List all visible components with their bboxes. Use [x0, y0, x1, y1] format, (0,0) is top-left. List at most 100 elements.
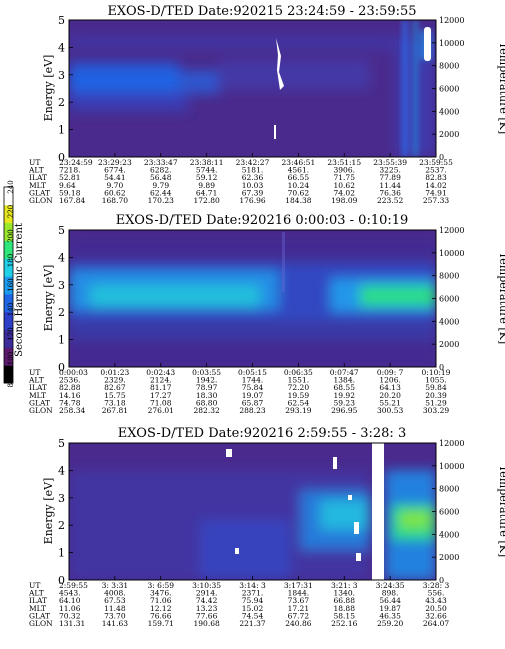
param-value: 300.53: [377, 406, 403, 415]
panel-3-gap-mark: [354, 522, 359, 534]
param-value: 59.23: [334, 398, 356, 407]
param-value: 264.07: [423, 619, 449, 628]
param-value: 223.52: [377, 196, 403, 205]
panel-1-heatmap: [69, 20, 436, 157]
param-value: 0:06:35: [284, 368, 313, 377]
param-value: 55.21: [379, 398, 400, 407]
param-value: 20.20: [379, 391, 401, 400]
y2-tick-label: 2000: [439, 130, 459, 139]
param-value: 71.06: [150, 596, 172, 605]
colorbar-swatch: [4, 347, 13, 366]
param-value: 7218.: [59, 166, 80, 175]
param-value: 267.81: [102, 406, 128, 415]
param-value: 1206.: [379, 376, 400, 385]
param-value: 68.55: [334, 383, 356, 392]
param-value: 141.63: [102, 619, 128, 628]
param-value: 66.55: [288, 173, 310, 182]
param-value: 78.97: [196, 383, 218, 392]
param-value: 20.50: [425, 604, 447, 613]
colorbar-swatch: [4, 365, 13, 384]
panel-1: EXOS-D/TED Date:920215 23:24:59 - 23:59:…: [28, 4, 505, 205]
param-value: 9.89: [198, 181, 215, 190]
param-value: 76.66: [150, 611, 172, 620]
param-value: 9.64: [59, 181, 76, 190]
y2-tick-label: 10000: [439, 462, 464, 471]
param-value: 81.17: [150, 383, 172, 392]
panel-3: EXOS-D/TED Date:920216 2:59:55 - 3:28: 3…: [28, 426, 505, 628]
param-row-label: GLAT: [29, 188, 50, 197]
param-value: 172.80: [194, 196, 220, 205]
param-value: 0:05:15: [238, 368, 267, 377]
param-row-label: ILAT: [29, 596, 47, 605]
param-value: 72.20: [288, 383, 310, 392]
y-tick-label: 1: [58, 547, 65, 560]
param-value: 3:28: 3: [423, 581, 450, 590]
colorbar-tick-label: 120: [7, 327, 15, 340]
param-value: 14.16: [59, 391, 81, 400]
param-row-label: UT: [29, 158, 40, 167]
y2-tick-label: 8000: [439, 62, 459, 71]
panel-3-gap-mark: [348, 495, 352, 500]
y-tick-label: 1: [58, 334, 65, 347]
panel-1-title: EXOS-D/TED Date:920215 23:24:59 - 23:59:…: [107, 4, 416, 19]
y2-tick-label: 12000: [439, 226, 464, 235]
y2-tick-label: 12000: [439, 16, 464, 25]
param-value: 1340.: [334, 589, 355, 598]
panel-1-gap-mark: [274, 125, 276, 139]
param-value: 296.95: [331, 406, 357, 415]
param-value: 221.37: [239, 619, 265, 628]
param-value: 1551.: [288, 376, 309, 385]
param-value: 73.70: [104, 611, 126, 620]
param-value: 65.87: [242, 398, 264, 407]
param-value: 0:07:47: [330, 368, 359, 377]
param-value: 240.86: [285, 619, 311, 628]
param-value: 77.89: [379, 173, 401, 182]
colorbar-swatch: [4, 187, 13, 206]
param-value: 23:46:51: [282, 158, 316, 167]
param-value: 3225.: [379, 166, 400, 175]
param-value: 4543.: [59, 589, 80, 598]
param-value: 56.48: [150, 173, 172, 182]
y-tick-label: 0: [58, 574, 65, 587]
param-value: 68.80: [196, 398, 218, 407]
param-value: 70.62: [288, 188, 310, 197]
param-value: 3: 3:31: [102, 581, 129, 590]
panel-3-gap-mark: [226, 449, 232, 457]
colorbar-swatch: [4, 311, 13, 331]
param-value: 3:10:35: [192, 581, 221, 590]
param-value: 190.68: [194, 619, 220, 628]
y2-tick-label: 4000: [439, 530, 459, 539]
param-value: 60.62: [104, 188, 126, 197]
param-value: 2914.: [196, 589, 217, 598]
param-value: 4561.: [288, 166, 309, 175]
param-value: 73.18: [104, 398, 126, 407]
colorbar-tick-label: 80: [7, 379, 15, 388]
param-value: 9.79: [152, 181, 169, 190]
panel-1-gap-mark: [424, 27, 431, 61]
param-value: 3476.: [150, 589, 171, 598]
param-value: 32.66: [425, 611, 447, 620]
param-value: 23:42:27: [236, 158, 270, 167]
param-value: 56.44: [379, 596, 401, 605]
y2-tick-label: 6000: [439, 508, 459, 517]
y-tick-label: 4: [58, 251, 65, 264]
y-tick-label: 3: [58, 69, 65, 82]
param-value: 74.91: [425, 188, 446, 197]
param-value: 1744.: [242, 376, 263, 385]
param-value: 3:21: 3: [331, 581, 358, 590]
param-value: 10.62: [334, 181, 356, 190]
colorbar-tick-label: 200: [7, 229, 15, 242]
y2-tick-label: 6000: [439, 295, 459, 304]
y2-tick-label: 6000: [439, 85, 459, 94]
param-value: 167.84: [59, 196, 85, 205]
param-value: 3: 6:59: [147, 581, 174, 590]
colorbar-label: Second Harmonic Current: [14, 223, 25, 357]
y2-tick-label: 4000: [439, 107, 459, 116]
param-value: 15.02: [242, 604, 264, 613]
param-value: 11.44: [379, 181, 401, 190]
y-tick-label: 5: [58, 437, 65, 450]
param-value: 14.02: [425, 181, 447, 190]
param-value: 3906.: [334, 166, 355, 175]
param-value: 74.02: [334, 188, 356, 197]
param-row-label: MLT: [29, 391, 46, 400]
